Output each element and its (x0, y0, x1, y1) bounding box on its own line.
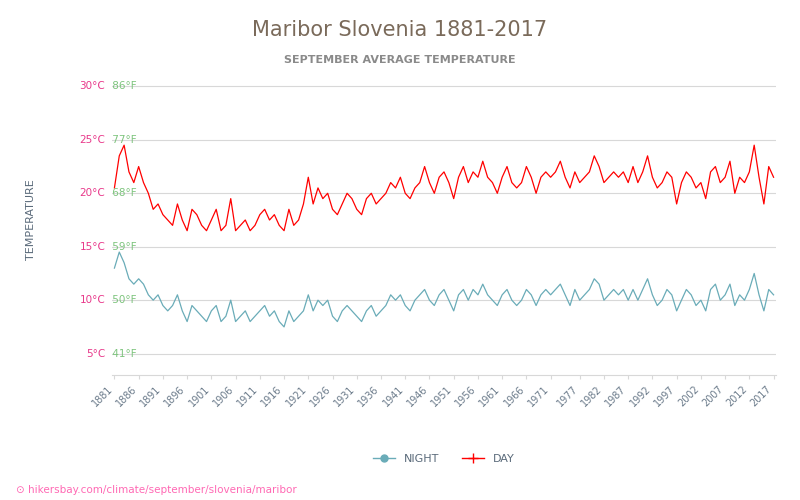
Text: 30°C: 30°C (80, 82, 106, 92)
Text: 68°F: 68°F (109, 188, 136, 198)
Text: 15°C: 15°C (79, 242, 106, 252)
Text: 59°F: 59°F (109, 242, 136, 252)
Text: 50°F: 50°F (109, 295, 136, 305)
Text: SEPTEMBER AVERAGE TEMPERATURE: SEPTEMBER AVERAGE TEMPERATURE (284, 55, 516, 65)
Text: 25°C: 25°C (79, 135, 106, 145)
Text: 20°C: 20°C (80, 188, 106, 198)
Text: ⊙ hikersbay.com/climate/september/slovenia/maribor: ⊙ hikersbay.com/climate/september/sloven… (16, 485, 297, 495)
Text: 10°C: 10°C (80, 295, 106, 305)
Legend: NIGHT, DAY: NIGHT, DAY (369, 450, 519, 468)
Text: 86°F: 86°F (109, 82, 136, 92)
Text: 77°F: 77°F (109, 135, 136, 145)
Y-axis label: TEMPERATURE: TEMPERATURE (26, 180, 36, 260)
Text: 5°C: 5°C (86, 348, 106, 358)
Text: Maribor Slovenia 1881-2017: Maribor Slovenia 1881-2017 (253, 20, 547, 40)
Text: 41°F: 41°F (109, 348, 136, 358)
